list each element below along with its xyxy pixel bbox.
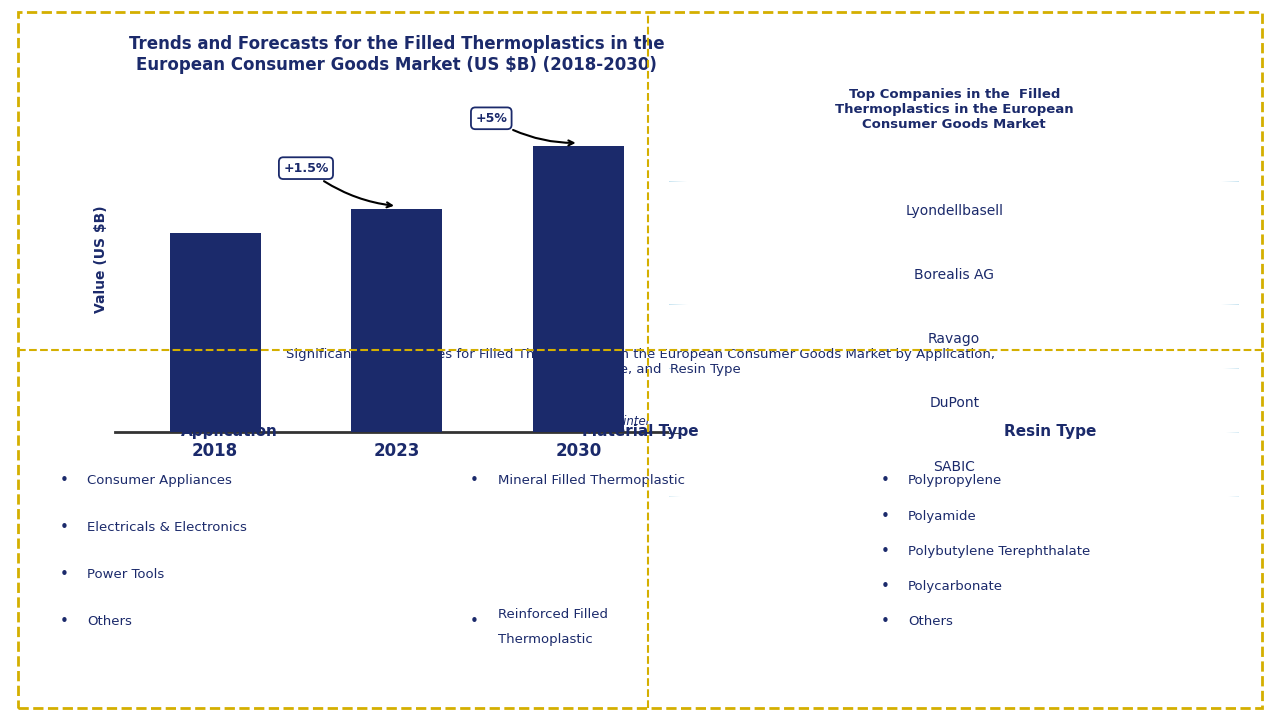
Bar xyxy=(352,210,442,432)
Text: Material Type: Material Type xyxy=(581,424,699,438)
Text: Top Companies in the  Filled
Thermoplastics in the European
Consumer Goods Marke: Top Companies in the Filled Thermoplasti… xyxy=(835,89,1074,131)
Text: Application: Application xyxy=(180,424,278,438)
Text: •: • xyxy=(60,474,69,488)
Bar xyxy=(532,146,623,432)
Text: DuPont: DuPont xyxy=(929,396,979,410)
Text: Thermoplastic: Thermoplastic xyxy=(498,633,593,646)
FancyBboxPatch shape xyxy=(653,308,1256,370)
FancyBboxPatch shape xyxy=(653,372,1256,434)
Text: Others: Others xyxy=(87,615,132,628)
FancyBboxPatch shape xyxy=(653,244,1256,306)
Bar xyxy=(170,233,261,432)
Text: Resin Type: Resin Type xyxy=(1005,424,1097,438)
Text: Source: Lucintel: Source: Lucintel xyxy=(554,415,649,428)
Text: +1.5%: +1.5% xyxy=(283,162,392,207)
Text: Polyamide: Polyamide xyxy=(909,510,977,523)
Text: •: • xyxy=(60,521,69,535)
Text: •: • xyxy=(60,567,69,582)
Text: Borealis AG: Borealis AG xyxy=(914,268,995,282)
FancyBboxPatch shape xyxy=(653,180,1256,242)
Text: Ravago: Ravago xyxy=(928,332,980,346)
Title: Trends and Forecasts for the Filled Thermoplastics in the
European Consumer Good: Trends and Forecasts for the Filled Ther… xyxy=(129,35,664,73)
Y-axis label: Value (US $B): Value (US $B) xyxy=(95,205,109,313)
Text: •: • xyxy=(60,614,69,629)
Text: +5%: +5% xyxy=(475,112,573,145)
Text: Significant Opportunities for Filled Thermoplastic in the European Consumer Good: Significant Opportunities for Filled The… xyxy=(285,348,995,376)
Text: Lyondellbasell: Lyondellbasell xyxy=(905,204,1004,218)
Text: Electricals & Electronics: Electricals & Electronics xyxy=(87,521,247,534)
Text: •: • xyxy=(470,474,479,488)
Text: Mineral Filled Thermoplastic: Mineral Filled Thermoplastic xyxy=(498,474,685,487)
Text: •: • xyxy=(881,474,890,488)
Text: Polybutylene Terephthalate: Polybutylene Terephthalate xyxy=(909,544,1091,558)
Text: •: • xyxy=(881,614,890,629)
Text: SABIC: SABIC xyxy=(933,460,975,474)
Text: •: • xyxy=(470,614,479,629)
Text: Polypropylene: Polypropylene xyxy=(909,474,1002,487)
Text: •: • xyxy=(881,579,890,594)
Text: Reinforced Filled: Reinforced Filled xyxy=(498,608,608,621)
Text: Power Tools: Power Tools xyxy=(87,568,165,581)
FancyBboxPatch shape xyxy=(653,436,1256,498)
Text: Others: Others xyxy=(909,615,954,628)
Text: •: • xyxy=(881,544,890,559)
Text: Consumer Appliances: Consumer Appliances xyxy=(87,474,232,487)
Text: •: • xyxy=(881,508,890,523)
Text: Polycarbonate: Polycarbonate xyxy=(909,580,1004,593)
